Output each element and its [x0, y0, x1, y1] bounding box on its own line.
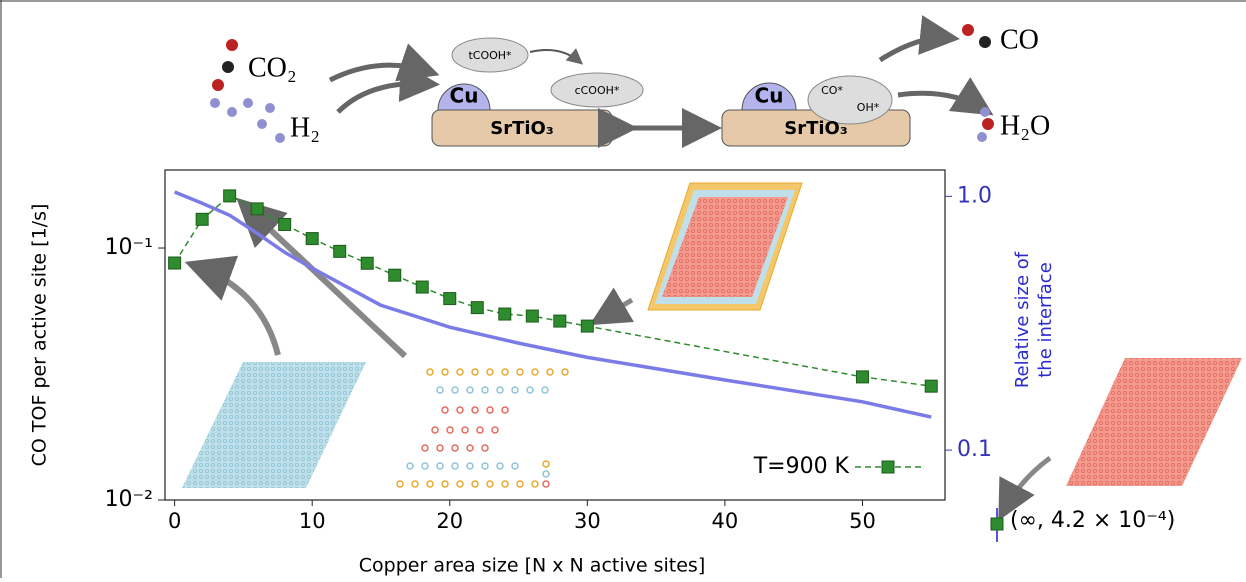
x-axis-label: Copper area size [N x N active sites] [359, 555, 705, 577]
label: H₂O [1000, 110, 1050, 141]
y2-axis-label: Relative size of [1012, 251, 1033, 388]
label: H₂ [290, 112, 320, 143]
annotation: (∞, 4.2 × 10⁻⁴) [1010, 508, 1175, 533]
marker [498, 307, 512, 321]
label: OH* [857, 101, 880, 114]
label: CO [1000, 24, 1039, 55]
marker [223, 189, 237, 203]
x-tick-label: 0 [168, 509, 181, 533]
marker [278, 217, 292, 231]
marker [580, 319, 594, 333]
plot-frame [164, 169, 946, 501]
x-tick-label: 10 [299, 509, 326, 533]
insets [182, 182, 1242, 542]
label: CO* [821, 84, 843, 97]
y-tick-label: 10⁻¹ [105, 235, 153, 260]
x-tick-label: 40 [712, 509, 739, 533]
label: Cu [755, 84, 784, 108]
marker [553, 314, 567, 328]
marker [195, 212, 209, 226]
y2-tick-label: 0.1 [957, 437, 992, 462]
y2-axis-label: the interface [1035, 262, 1056, 378]
label: cCOOH* [575, 84, 620, 97]
label: CO₂ [248, 52, 297, 83]
marker [305, 232, 319, 246]
marker [470, 301, 484, 315]
y-tick-label: 10⁻² [105, 487, 153, 512]
x-tick-label: 50 [849, 509, 876, 533]
y-axis-label: CO TOF per active site [1/s] [29, 204, 51, 467]
x-tick-label: 20 [436, 509, 463, 533]
y2-tick-label: 1.0 [957, 183, 992, 208]
marker [250, 202, 264, 216]
marker [525, 309, 539, 323]
marker [168, 256, 182, 270]
marker [415, 280, 429, 294]
x-tick-label: 30 [574, 509, 601, 533]
marker [443, 292, 457, 306]
marker [855, 370, 869, 384]
marker [924, 379, 938, 393]
label: tCOOH* [468, 49, 512, 62]
legend-label: T=900 K [753, 454, 850, 479]
legend-marker [881, 460, 895, 474]
marker [333, 244, 347, 258]
scheme [210, 15, 994, 148]
label: SrTiO₃ [490, 118, 553, 139]
label: Cu [450, 84, 479, 108]
marker [360, 256, 374, 270]
marker [388, 268, 402, 282]
interface-curve [173, 190, 932, 419]
label: SrTiO₃ [784, 118, 847, 139]
